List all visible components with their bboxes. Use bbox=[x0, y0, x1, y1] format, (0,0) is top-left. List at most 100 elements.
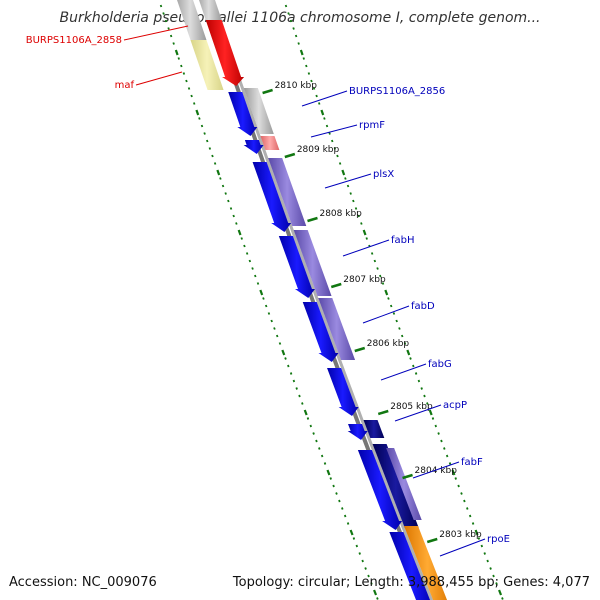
gene-block-acpP bbox=[347, 424, 368, 440]
inner-tick-mark bbox=[349, 529, 354, 536]
gene-label-rpmf[interactable]: rpmF bbox=[359, 120, 385, 131]
gene-block-rpoE bbox=[404, 526, 448, 600]
inner-tick-mark bbox=[343, 514, 347, 518]
inner-tick-mark bbox=[301, 402, 304, 405]
gene-label-maf[interactable]: maf bbox=[115, 80, 135, 91]
gene-leader-line bbox=[123, 25, 189, 41]
kbp-label: 2806 kbp bbox=[367, 339, 410, 349]
inner-tick-mark bbox=[251, 267, 254, 270]
kbp-label: 2805 kbp bbox=[390, 402, 433, 412]
gene-block-blue-lower bbox=[389, 532, 431, 600]
outer-tick-mark bbox=[392, 312, 396, 315]
inner-tick-mark bbox=[361, 559, 364, 563]
inner-tick-mark bbox=[172, 42, 175, 45]
inner-tick-mark bbox=[164, 19, 168, 23]
inner-tick-mark bbox=[346, 522, 350, 525]
outer-tick-mark bbox=[297, 42, 300, 45]
kbp-label: 2803 kbp bbox=[439, 530, 482, 540]
inner-tick-mark bbox=[187, 87, 191, 90]
inner-tick-mark bbox=[309, 424, 313, 428]
inner-tick-mark bbox=[332, 484, 335, 488]
inner-tick-mark bbox=[355, 544, 359, 548]
inner-tick-mark bbox=[235, 222, 238, 225]
inner-tick-mark bbox=[174, 49, 179, 56]
inner-tick-mark bbox=[213, 162, 217, 165]
gene-block-fabD bbox=[302, 302, 339, 362]
kbp-label: 2804 kbp bbox=[415, 466, 458, 476]
inner-tick-mark bbox=[303, 409, 308, 416]
inner-tick-mark bbox=[364, 567, 367, 570]
outer-tick-mark bbox=[414, 372, 418, 375]
outer-tick-mark bbox=[454, 477, 457, 480]
gene-label-burps1106a-2856[interactable]: BURPS1106A_2856 bbox=[349, 86, 445, 97]
outer-tick-mark bbox=[489, 567, 492, 570]
outer-tick-mark bbox=[417, 379, 421, 383]
inner-tick-mark bbox=[206, 139, 209, 143]
outer-tick-mark bbox=[448, 462, 452, 465]
kbp-tick bbox=[377, 409, 389, 416]
inner-tick-mark bbox=[367, 574, 370, 578]
gene-label-plsx[interactable]: plsX bbox=[373, 169, 394, 180]
outer-tick-mark bbox=[420, 387, 423, 390]
inner-tick-mark bbox=[182, 72, 186, 75]
kbp-tick bbox=[426, 537, 438, 544]
inner-tick-mark bbox=[162, 12, 165, 15]
outer-tick-mark bbox=[292, 27, 295, 30]
inner-tick-mark bbox=[237, 229, 242, 236]
gene-label-fabf[interactable]: fabF bbox=[461, 457, 483, 468]
outer-tick-mark bbox=[344, 177, 347, 180]
inner-tick-mark bbox=[295, 387, 298, 390]
inner-tick-mark bbox=[224, 192, 227, 195]
outer-tick-mark bbox=[460, 492, 463, 495]
gene-block-fabF-navy bbox=[372, 444, 419, 528]
gene-block-grey bbox=[243, 88, 274, 134]
inner-tick-mark bbox=[208, 147, 212, 150]
gene-leader-line bbox=[135, 71, 183, 86]
outer-tick-mark bbox=[341, 169, 346, 176]
outer-tick-mark bbox=[325, 124, 329, 128]
gene-label-fabg[interactable]: fabG bbox=[428, 359, 452, 370]
outer-tick-mark bbox=[289, 19, 293, 23]
outer-tick-mark bbox=[389, 304, 393, 308]
gene-leader-line bbox=[394, 404, 442, 422]
outer-tick-mark bbox=[477, 537, 481, 540]
gene-label-fabh[interactable]: fabH bbox=[391, 235, 415, 246]
gene-block-grey bbox=[177, 0, 207, 40]
outer-tick-mark bbox=[349, 192, 352, 195]
inner-tick-mark bbox=[254, 274, 257, 278]
gene-block-grey bbox=[199, 0, 222, 20]
outer-tick-mark bbox=[365, 237, 368, 240]
outer-tick-mark bbox=[312, 87, 316, 90]
inner-tick-mark bbox=[315, 439, 318, 443]
kbp-label: 2809 kbp bbox=[297, 145, 340, 155]
gene-label-fabd[interactable]: fabD bbox=[411, 301, 435, 312]
outer-tick-mark bbox=[445, 454, 449, 458]
inner-tick-mark bbox=[273, 327, 276, 330]
outer-tick-mark bbox=[338, 162, 342, 165]
gene-block-burps2858 bbox=[205, 20, 245, 86]
kbp-label: 2808 kbp bbox=[319, 209, 362, 219]
backbone-line-outer bbox=[210, 0, 434, 600]
gene-block-fabF-outer bbox=[386, 448, 422, 520]
inner-tick-mark bbox=[278, 342, 282, 345]
inner-tick-mark bbox=[329, 477, 332, 480]
gene-label-burps1106a-2858[interactable]: BURPS1106A_2858 bbox=[26, 35, 122, 46]
outer-tick-mark bbox=[437, 432, 440, 435]
inner-tick-mark bbox=[227, 199, 230, 203]
inner-tick-mark bbox=[267, 312, 271, 315]
inner-tick-mark bbox=[216, 169, 221, 176]
gene-label-rpoe[interactable]: rpoE bbox=[487, 534, 510, 545]
outer-tick-mark bbox=[379, 274, 382, 278]
outer-tick-mark bbox=[480, 544, 484, 548]
kbp-tick bbox=[330, 282, 342, 289]
inner-tick-mark bbox=[180, 64, 183, 68]
outer-tick-mark bbox=[409, 357, 412, 360]
inner-tick-mark bbox=[292, 379, 296, 383]
gene-label-acpp[interactable]: acpP bbox=[443, 400, 467, 411]
outer-tick-mark bbox=[360, 222, 363, 225]
outer-tick-mark bbox=[384, 289, 389, 296]
inner-tick-mark bbox=[243, 244, 246, 248]
gene-leader-line bbox=[301, 90, 348, 107]
outer-tick-mark bbox=[412, 364, 415, 368]
